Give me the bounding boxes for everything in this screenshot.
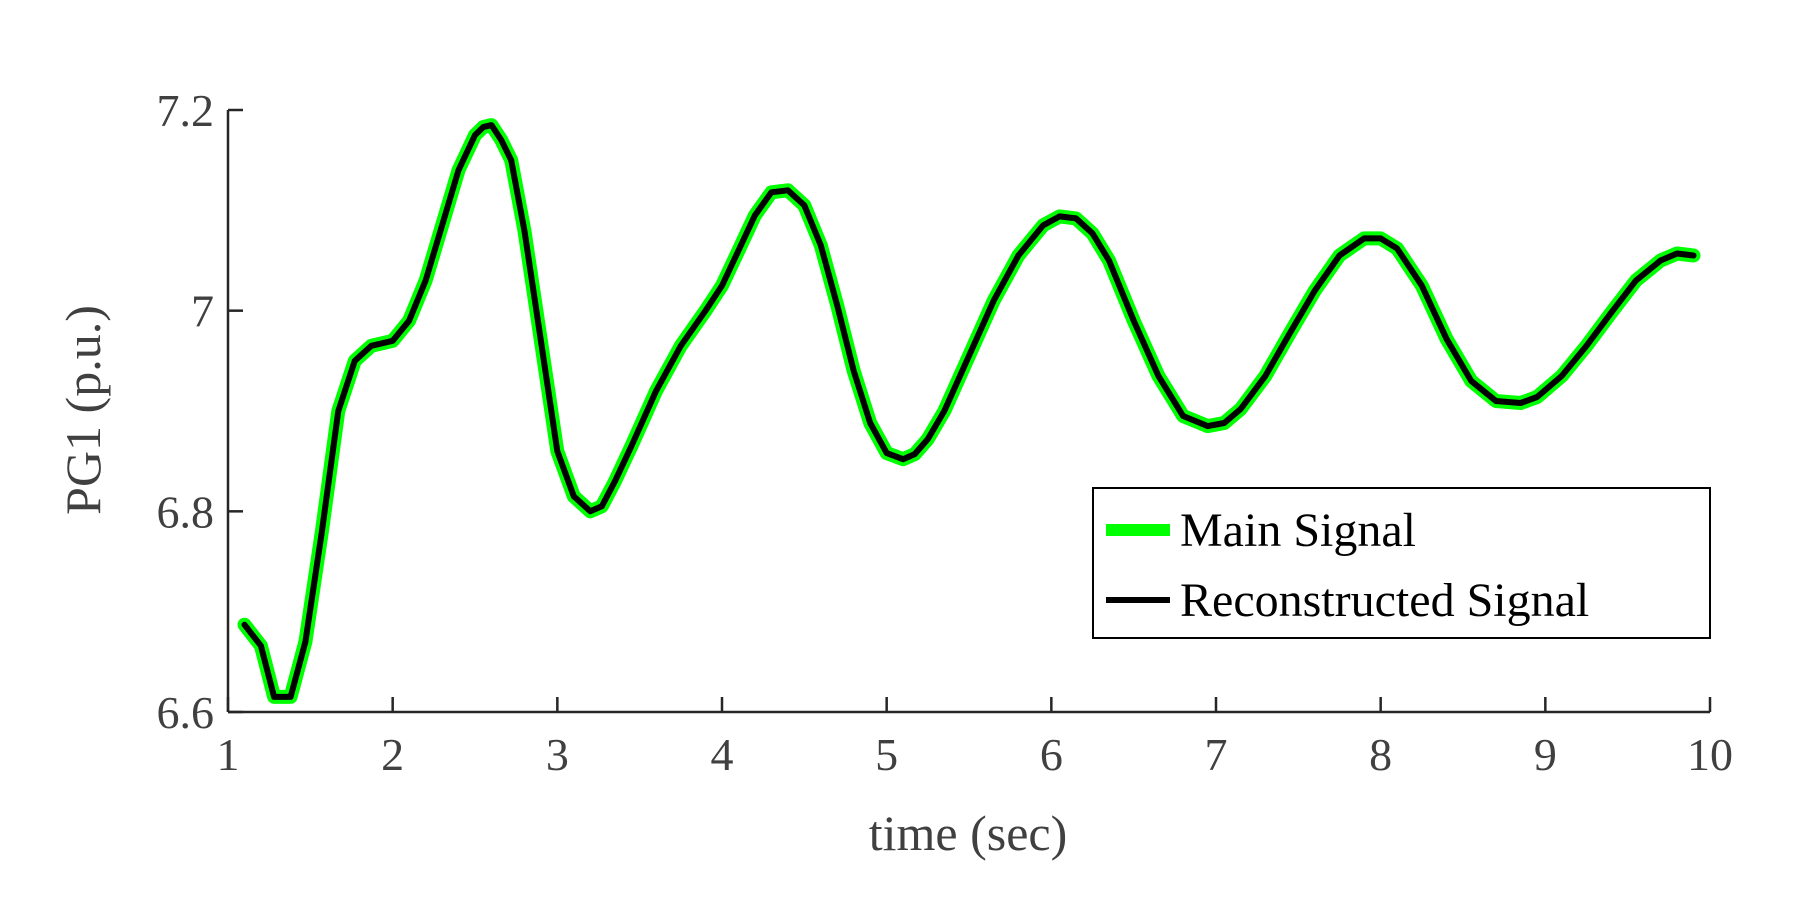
y-tick-label: 6.6	[157, 687, 215, 738]
legend: Main Signal Reconstructed Signal	[1092, 487, 1711, 639]
x-tick-label: 4	[711, 729, 734, 780]
axes: 1 2 3 4 5 6 7 8 9 10 6.6 6.8 7 7.2	[157, 85, 1734, 780]
legend-box	[1092, 487, 1711, 639]
x-tick-label: 8	[1369, 729, 1392, 780]
y-tick-label: 7	[191, 286, 214, 337]
series-line-reconstructed-signal	[241, 122, 1697, 700]
x-tick-label: 6	[1040, 729, 1063, 780]
legend-label-reconstructed-signal: Reconstructed Signal	[1180, 574, 1589, 627]
y-tick-label: 7.2	[157, 85, 215, 136]
x-tick-label: 1	[217, 729, 240, 780]
y-tick-label: 6.8	[157, 486, 215, 537]
x-tick-label: 5	[875, 729, 898, 780]
x-tick-label: 2	[381, 729, 404, 780]
legend-label-main-signal: Main Signal	[1180, 504, 1416, 557]
y-axis-label: PG1 (p.u.)	[55, 305, 111, 515]
x-tick-label: 9	[1534, 729, 1557, 780]
plot-series	[237, 118, 1701, 704]
x-tick-label: 7	[1205, 729, 1228, 780]
x-tick-label: 3	[546, 729, 569, 780]
x-axis-label: time (sec)	[869, 805, 1068, 861]
x-tick-label: 10	[1687, 729, 1733, 780]
